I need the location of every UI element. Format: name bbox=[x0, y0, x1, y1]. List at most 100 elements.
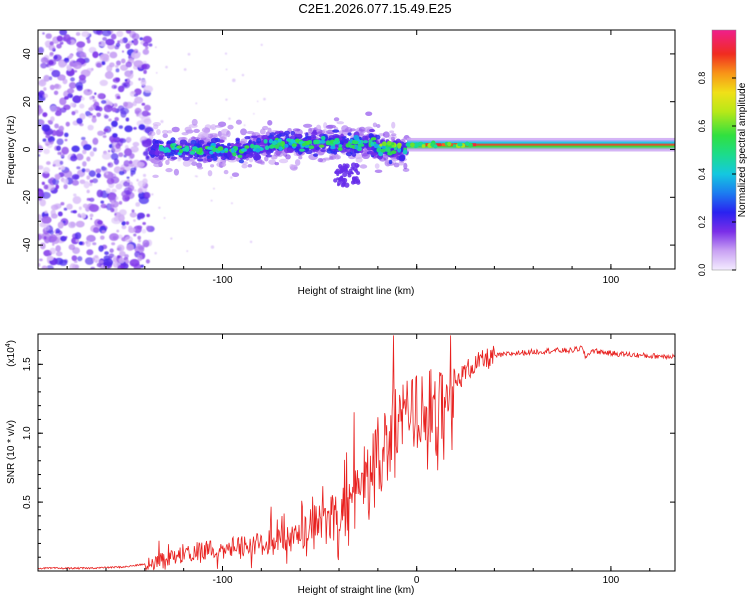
band-halo bbox=[210, 164, 215, 168]
band-peak bbox=[224, 147, 229, 152]
noise-blob bbox=[89, 179, 94, 184]
band-halo bbox=[181, 132, 189, 136]
band-core bbox=[170, 137, 176, 144]
noise-blob bbox=[86, 156, 91, 162]
band-core bbox=[238, 159, 245, 164]
snr-x-axis-label: Height of straight line (km) bbox=[298, 585, 415, 596]
band-halo bbox=[246, 130, 255, 135]
snr-panel: -100 0 100 0.5 1.0 1.5 Height of straight lin… bbox=[5, 333, 676, 596]
carrier-segment bbox=[471, 143, 477, 147]
noise-blob bbox=[76, 41, 86, 48]
noise-blob bbox=[145, 138, 153, 146]
noise-blob bbox=[63, 259, 68, 264]
carrier-spot bbox=[410, 142, 415, 148]
noise-blob bbox=[55, 110, 62, 117]
speckle bbox=[158, 206, 161, 210]
noise-blob bbox=[137, 188, 143, 194]
band-core bbox=[261, 134, 269, 140]
y-tick-label: 0 bbox=[22, 146, 33, 152]
band-halo bbox=[307, 127, 313, 133]
noise-blob bbox=[45, 134, 51, 139]
noise-blob bbox=[69, 155, 78, 162]
speckle bbox=[225, 68, 228, 71]
noise-blob bbox=[108, 118, 112, 122]
noise-blob bbox=[49, 41, 54, 46]
noise-blob bbox=[134, 88, 142, 96]
band-halo bbox=[184, 126, 192, 132]
noise-blob bbox=[45, 265, 54, 269]
noise-blob bbox=[99, 79, 108, 87]
noise-blob bbox=[74, 174, 79, 180]
noise-blob bbox=[81, 31, 90, 38]
band-core bbox=[254, 154, 262, 161]
noise-blob bbox=[75, 220, 85, 228]
noise-blob bbox=[89, 197, 95, 202]
band-core bbox=[307, 135, 312, 141]
band-peak bbox=[314, 139, 320, 145]
noise-blob bbox=[74, 232, 82, 240]
noise-blob bbox=[90, 217, 93, 220]
band-peak bbox=[244, 145, 250, 149]
noise-blob bbox=[136, 225, 143, 230]
band-peak bbox=[271, 140, 277, 145]
band-halo bbox=[391, 121, 396, 129]
noise-blob bbox=[91, 117, 97, 123]
noise-blob bbox=[116, 30, 124, 38]
noise-blob bbox=[140, 79, 147, 86]
band-peak bbox=[302, 142, 306, 147]
noise-blob bbox=[73, 260, 78, 264]
noise-blob bbox=[142, 42, 149, 47]
band-core bbox=[246, 150, 251, 155]
noise-blob bbox=[58, 60, 66, 68]
band-halo bbox=[152, 121, 161, 127]
band-core bbox=[283, 130, 291, 136]
noise-blob bbox=[76, 166, 81, 170]
speckle bbox=[186, 250, 189, 253]
noise-blob bbox=[130, 173, 134, 177]
band-peak bbox=[250, 143, 255, 149]
noise-blob bbox=[82, 161, 87, 167]
noise-blob bbox=[71, 179, 80, 186]
noise-blob bbox=[115, 42, 121, 47]
noise-blob bbox=[118, 257, 125, 264]
band-core bbox=[373, 148, 378, 153]
noise-blob bbox=[42, 112, 48, 118]
noise-blob bbox=[100, 200, 105, 204]
noise-blob bbox=[128, 160, 133, 165]
speckle bbox=[170, 237, 173, 240]
noise-blob bbox=[117, 264, 125, 269]
noise-blob bbox=[100, 235, 105, 240]
band-core bbox=[149, 149, 156, 155]
noise-blob bbox=[102, 135, 107, 138]
band-core bbox=[158, 154, 165, 158]
noise-blob bbox=[111, 200, 115, 205]
noise-blob bbox=[76, 46, 84, 53]
band-halo bbox=[226, 130, 231, 138]
band-peak bbox=[255, 148, 261, 153]
band-dip bbox=[341, 177, 348, 184]
noise-blob bbox=[49, 105, 58, 113]
band-peak bbox=[338, 144, 343, 148]
snr-y-axis-label: SNR (10 * v/v) bbox=[6, 420, 17, 484]
noise-blob bbox=[46, 161, 51, 165]
carrier-spot bbox=[379, 143, 383, 147]
band-halo bbox=[173, 168, 180, 176]
band-halo bbox=[294, 159, 301, 166]
noise-blob bbox=[126, 179, 131, 183]
noise-blob bbox=[111, 120, 118, 128]
speckle bbox=[165, 65, 168, 69]
carrier-spot bbox=[381, 141, 387, 147]
noise-blob bbox=[123, 181, 130, 187]
noise-blob bbox=[74, 69, 78, 73]
speckle bbox=[243, 124, 246, 127]
noise-blob bbox=[38, 192, 44, 197]
noise-blob bbox=[131, 33, 140, 41]
noise-blob bbox=[125, 78, 131, 85]
noise-blob bbox=[92, 99, 97, 103]
band-dip bbox=[351, 176, 358, 182]
band-core bbox=[219, 152, 223, 157]
noise-blob bbox=[90, 266, 96, 269]
noise-blob bbox=[86, 234, 96, 243]
noise-blob bbox=[143, 118, 152, 125]
noise-blob bbox=[43, 74, 50, 82]
